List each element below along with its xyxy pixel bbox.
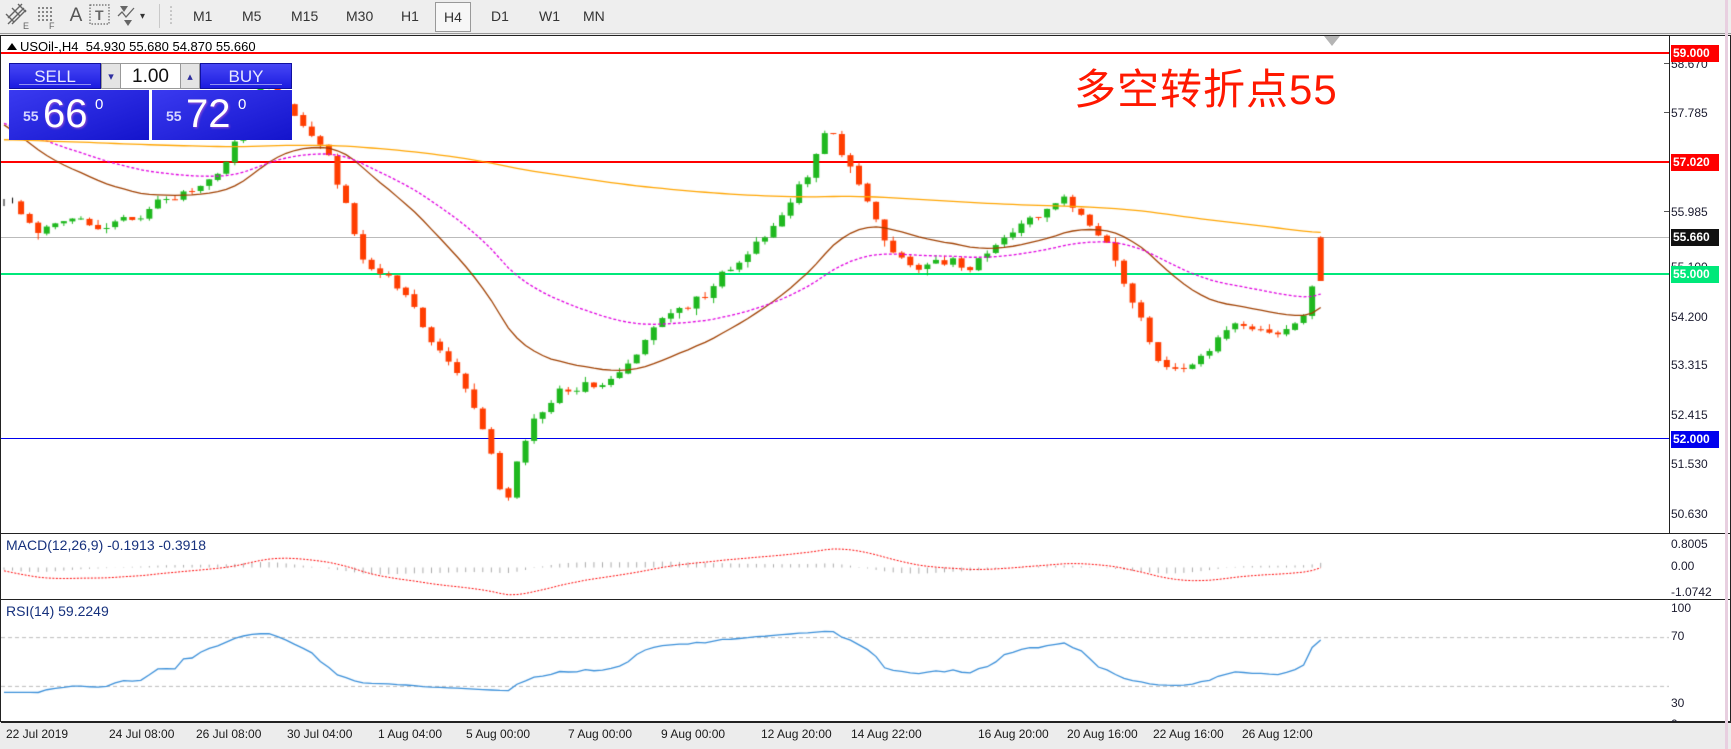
svg-text:E: E	[23, 21, 29, 31]
svg-text:T: T	[95, 7, 104, 23]
svg-text:F: F	[49, 21, 55, 31]
